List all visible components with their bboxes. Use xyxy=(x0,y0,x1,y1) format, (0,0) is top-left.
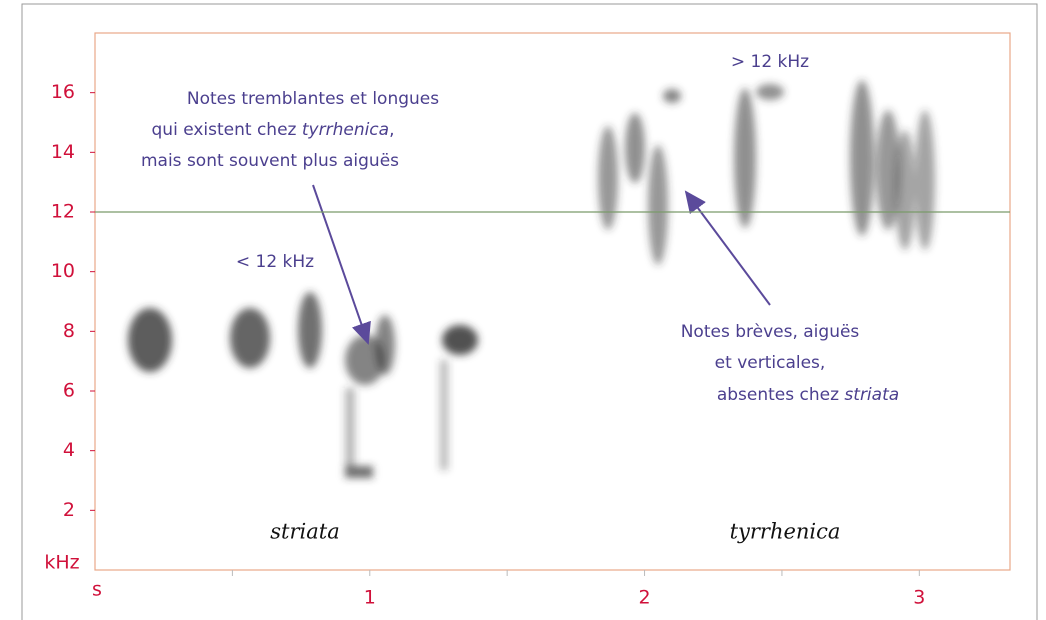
annotation: mais sont souvent plus aiguës xyxy=(141,151,399,171)
chart: kHz s Notes tremblantes et longues qui e… xyxy=(0,0,1046,620)
y-tick-label: 14 xyxy=(51,141,75,163)
species-label: tyrrhenica xyxy=(730,520,841,544)
frame xyxy=(22,4,1037,620)
y-tick-label: 10 xyxy=(51,260,75,282)
annotation: et verticales, xyxy=(715,353,826,373)
annotation-text: absentes chez xyxy=(717,385,845,405)
annotation: Notes tremblantes et longues xyxy=(187,89,439,109)
annotation: qui existent chez tyrrhenica, xyxy=(152,120,395,140)
x-axis-label: s xyxy=(92,579,102,601)
annotation: Notes brèves, aiguës xyxy=(681,322,860,342)
y-axis-label: kHz xyxy=(44,552,79,574)
annotation-text: mais sont souvent plus aiguës xyxy=(141,151,399,171)
annotation: < 12 kHz xyxy=(236,252,314,272)
annotation-text: et verticales, xyxy=(715,353,826,373)
y-tick-label: 6 xyxy=(63,380,75,402)
annotation-text: Notes brèves, aiguës xyxy=(681,322,860,342)
y-tick-label: 4 xyxy=(63,439,75,461)
x-tick-label: 3 xyxy=(913,587,925,609)
annotation-text: > 12 kHz xyxy=(731,52,809,72)
annotation-text: Notes tremblantes et longues xyxy=(187,89,439,109)
x-tick-label: 1 xyxy=(364,587,376,609)
species-label: striata xyxy=(270,520,339,544)
arrow xyxy=(686,192,770,305)
annotation-text: < 12 kHz xyxy=(236,252,314,272)
y-tick-label: 8 xyxy=(63,320,75,342)
y-tick-label: 12 xyxy=(51,201,75,223)
x-tick-label: 2 xyxy=(639,587,651,609)
plot-area xyxy=(95,33,1010,570)
annotation-text: tyrrhenica xyxy=(302,120,389,140)
annotation: > 12 kHz xyxy=(731,52,809,72)
y-tick-label: 16 xyxy=(51,81,75,103)
y-tick-label: 2 xyxy=(63,499,75,521)
annotation-text: striata xyxy=(844,385,899,405)
annotation: absentes chez striata xyxy=(717,385,899,405)
annotation-text: qui existent chez xyxy=(152,120,302,140)
annotation-text: , xyxy=(389,120,394,140)
